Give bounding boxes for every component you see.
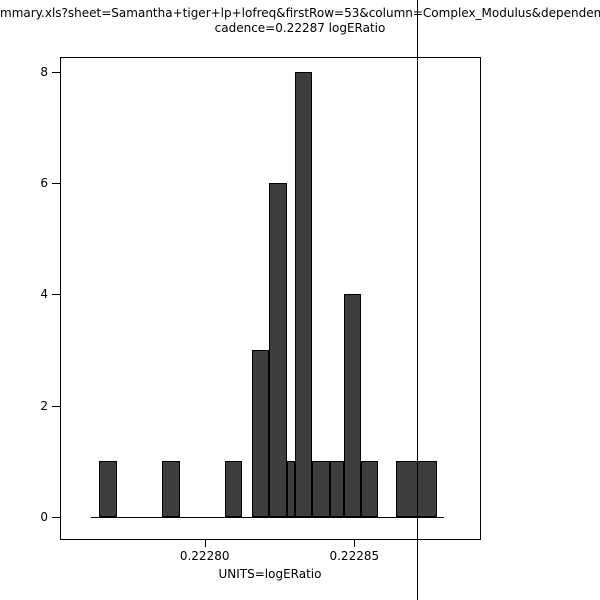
- y-tick-label: 8: [40, 64, 48, 79]
- y-tick-label: 4: [40, 287, 48, 302]
- histogram-bar: [251, 349, 270, 517]
- x-tick-label: 0.22285: [329, 549, 380, 563]
- histogram-bar: [269, 183, 287, 517]
- y-tick-label: 0: [40, 509, 48, 524]
- y-axis-tick: [52, 405, 60, 407]
- x-axis-tick: [204, 540, 206, 547]
- y-axis-tick: [52, 183, 60, 185]
- y-axis-tick: [52, 71, 60, 73]
- y-tick-label: 2: [40, 398, 48, 413]
- histogram-bar: [162, 461, 180, 517]
- plot-area: [60, 57, 481, 540]
- y-tick-label: 6: [40, 176, 48, 191]
- chart-title: mmary.xls?sheet=Samantha+tiger+lp+lofreq…: [0, 6, 600, 20]
- histogram-bar: [360, 461, 379, 517]
- y-axis-tick: [52, 294, 60, 296]
- x-axis-title: UNITS=logERatio: [218, 567, 322, 581]
- histogram-bar: [343, 294, 361, 517]
- x-tick-label: 0.22280: [179, 549, 230, 563]
- histogram-bar: [395, 461, 438, 517]
- histogram-bar: [329, 461, 344, 517]
- histogram-bar: [286, 461, 296, 517]
- histogram-bar: [99, 461, 117, 517]
- histogram-baseline: [90, 516, 445, 518]
- histogram-bar: [225, 461, 243, 517]
- histogram-bar: [295, 71, 313, 517]
- histogram-bar: [312, 461, 330, 517]
- y-axis-tick: [52, 516, 60, 518]
- chart-subtitle: cadence=0.22287 logERatio: [214, 21, 386, 35]
- vertical-cursor-line: [417, 0, 419, 600]
- x-axis-tick: [354, 540, 356, 547]
